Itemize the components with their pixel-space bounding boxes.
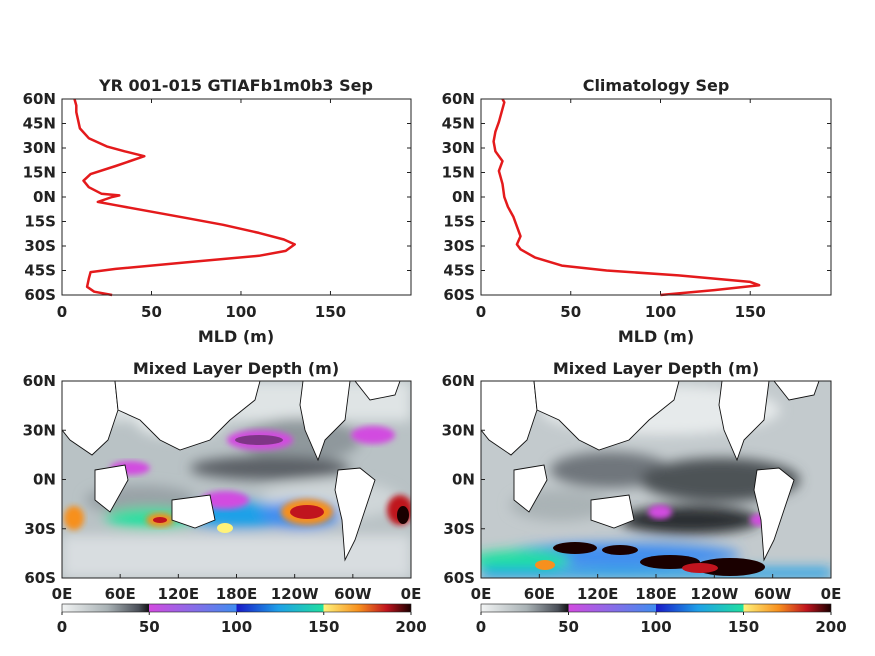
y-tick-label: 45S	[24, 262, 56, 280]
colorbar-tick-label: 50	[558, 618, 579, 636]
plot-frame-model	[61, 98, 412, 296]
colorbar-tick-label: 100	[640, 618, 671, 636]
panel-title-climatology: Climatology Sep	[583, 76, 730, 95]
x-axis-label-model: MLD (m)	[198, 327, 274, 346]
map-x-tick-label: 120W	[690, 585, 738, 603]
series-line-model	[73, 98, 296, 297]
map-x-tick-label: 60W	[754, 585, 792, 603]
map-x-tick-label: 0E	[401, 585, 422, 603]
x-tick-label: 50	[560, 303, 581, 321]
map-x-tick-label: 60E	[524, 585, 555, 603]
c0-tick-group: 0 50 100 150 200	[57, 612, 427, 636]
map-field-model	[62, 381, 411, 578]
colorbar-climatology	[480, 603, 832, 613]
x-axis-label-climatology: MLD (m)	[618, 327, 694, 346]
y-tick-label: 15N	[23, 164, 56, 182]
y-tick-label: 30N	[23, 139, 56, 157]
map-y-tick-label: 30N	[442, 421, 475, 439]
map-y-tick-label: 30N	[23, 421, 56, 439]
y-tick-label: 60S	[24, 286, 56, 304]
y-tick-label: 15S	[24, 213, 56, 231]
y-tick-label: 30S	[24, 237, 56, 255]
map-panel-model: Mixed Layer Depth (m)	[23, 359, 427, 636]
map-y-tick-label: 30S	[443, 520, 475, 538]
map-x-tick-label: 180E	[216, 585, 258, 603]
y-tick-label: 60N	[442, 90, 475, 108]
map-title-model: Mixed Layer Depth (m)	[133, 359, 339, 378]
x-tick-label: 150	[315, 303, 346, 321]
y-tick-label: 45S	[443, 262, 475, 280]
map-title-climatology: Mixed Layer Depth (m)	[553, 359, 759, 378]
x-tick-label: 100	[225, 303, 256, 321]
y-tick-label: 0N	[33, 188, 56, 206]
map-x-tick-label: 60W	[334, 585, 372, 603]
map-x-tick-label: 60E	[105, 585, 136, 603]
x-tick-label: 100	[645, 303, 676, 321]
map-y-tick-label: 0N	[452, 471, 475, 489]
y-tick-label: 0N	[452, 188, 475, 206]
map-x-tick-label: 0E	[52, 585, 73, 603]
map-x-tick-label: 120E	[577, 585, 619, 603]
colorbar-model	[61, 603, 412, 613]
y-tick-label: 60S	[443, 286, 475, 304]
map-panel-climatology: Mixed Layer Depth (m)	[442, 359, 847, 636]
y-tick-label: 60N	[23, 90, 56, 108]
colorbar-tick-label: 100	[221, 618, 252, 636]
colorbar-tick-label: 150	[308, 618, 339, 636]
map-y-tick-label: 60N	[23, 372, 56, 390]
y-tick-label: 30N	[442, 139, 475, 157]
profile-panel-climatology: Climatology Sep 60N45N30N15N0N15S30S45S6…	[442, 76, 832, 346]
y-tick-label: 45N	[442, 115, 475, 133]
plot-frame-climatology	[480, 98, 832, 296]
map-x-tick-label: 0E	[471, 585, 492, 603]
map-x-tick-label: 0E	[821, 585, 842, 603]
map-x-tick-label: 120W	[271, 585, 319, 603]
x-tick-label: 0	[57, 303, 67, 321]
x-tick-label: 150	[735, 303, 766, 321]
map-y-tick-label: 60S	[443, 569, 475, 587]
map-y-tick-label: 60S	[24, 569, 56, 587]
map-field-climatology	[481, 381, 831, 578]
y-tick-label: 15S	[443, 213, 475, 231]
map-y-tick-label: 60N	[442, 372, 475, 390]
y-tick-label: 45N	[23, 115, 56, 133]
colorbar-tick-label: 200	[395, 618, 426, 636]
colorbar-tick-label: 0	[57, 618, 67, 636]
profile-panel-model: YR 001-015 GTIAFb1m0b3 Sep 60N 45N 30N 15N 0…	[23, 76, 412, 346]
colorbar-tick-label: 150	[728, 618, 759, 636]
x-tick-label: 50	[141, 303, 162, 321]
map-y-tick-label: 0N	[33, 471, 56, 489]
colorbar-tick-label: 200	[815, 618, 846, 636]
y-tick-label: 30S	[443, 237, 475, 255]
colorbar-tick-label: 0	[476, 618, 486, 636]
panel-title-model: YR 001-015 GTIAFb1m0b3 Sep	[98, 76, 373, 95]
colorbar-tick-label: 50	[139, 618, 160, 636]
y-tick-label: 15N	[442, 164, 475, 182]
c1-tick-group: 0 50 100 150 200	[476, 612, 847, 636]
series-line-climatology	[492, 98, 761, 297]
map-y-tick-label: 30S	[24, 520, 56, 538]
map-x-tick-label: 120E	[158, 585, 200, 603]
x-tick-label: 0	[476, 303, 486, 321]
map-x-tick-label: 180E	[635, 585, 677, 603]
